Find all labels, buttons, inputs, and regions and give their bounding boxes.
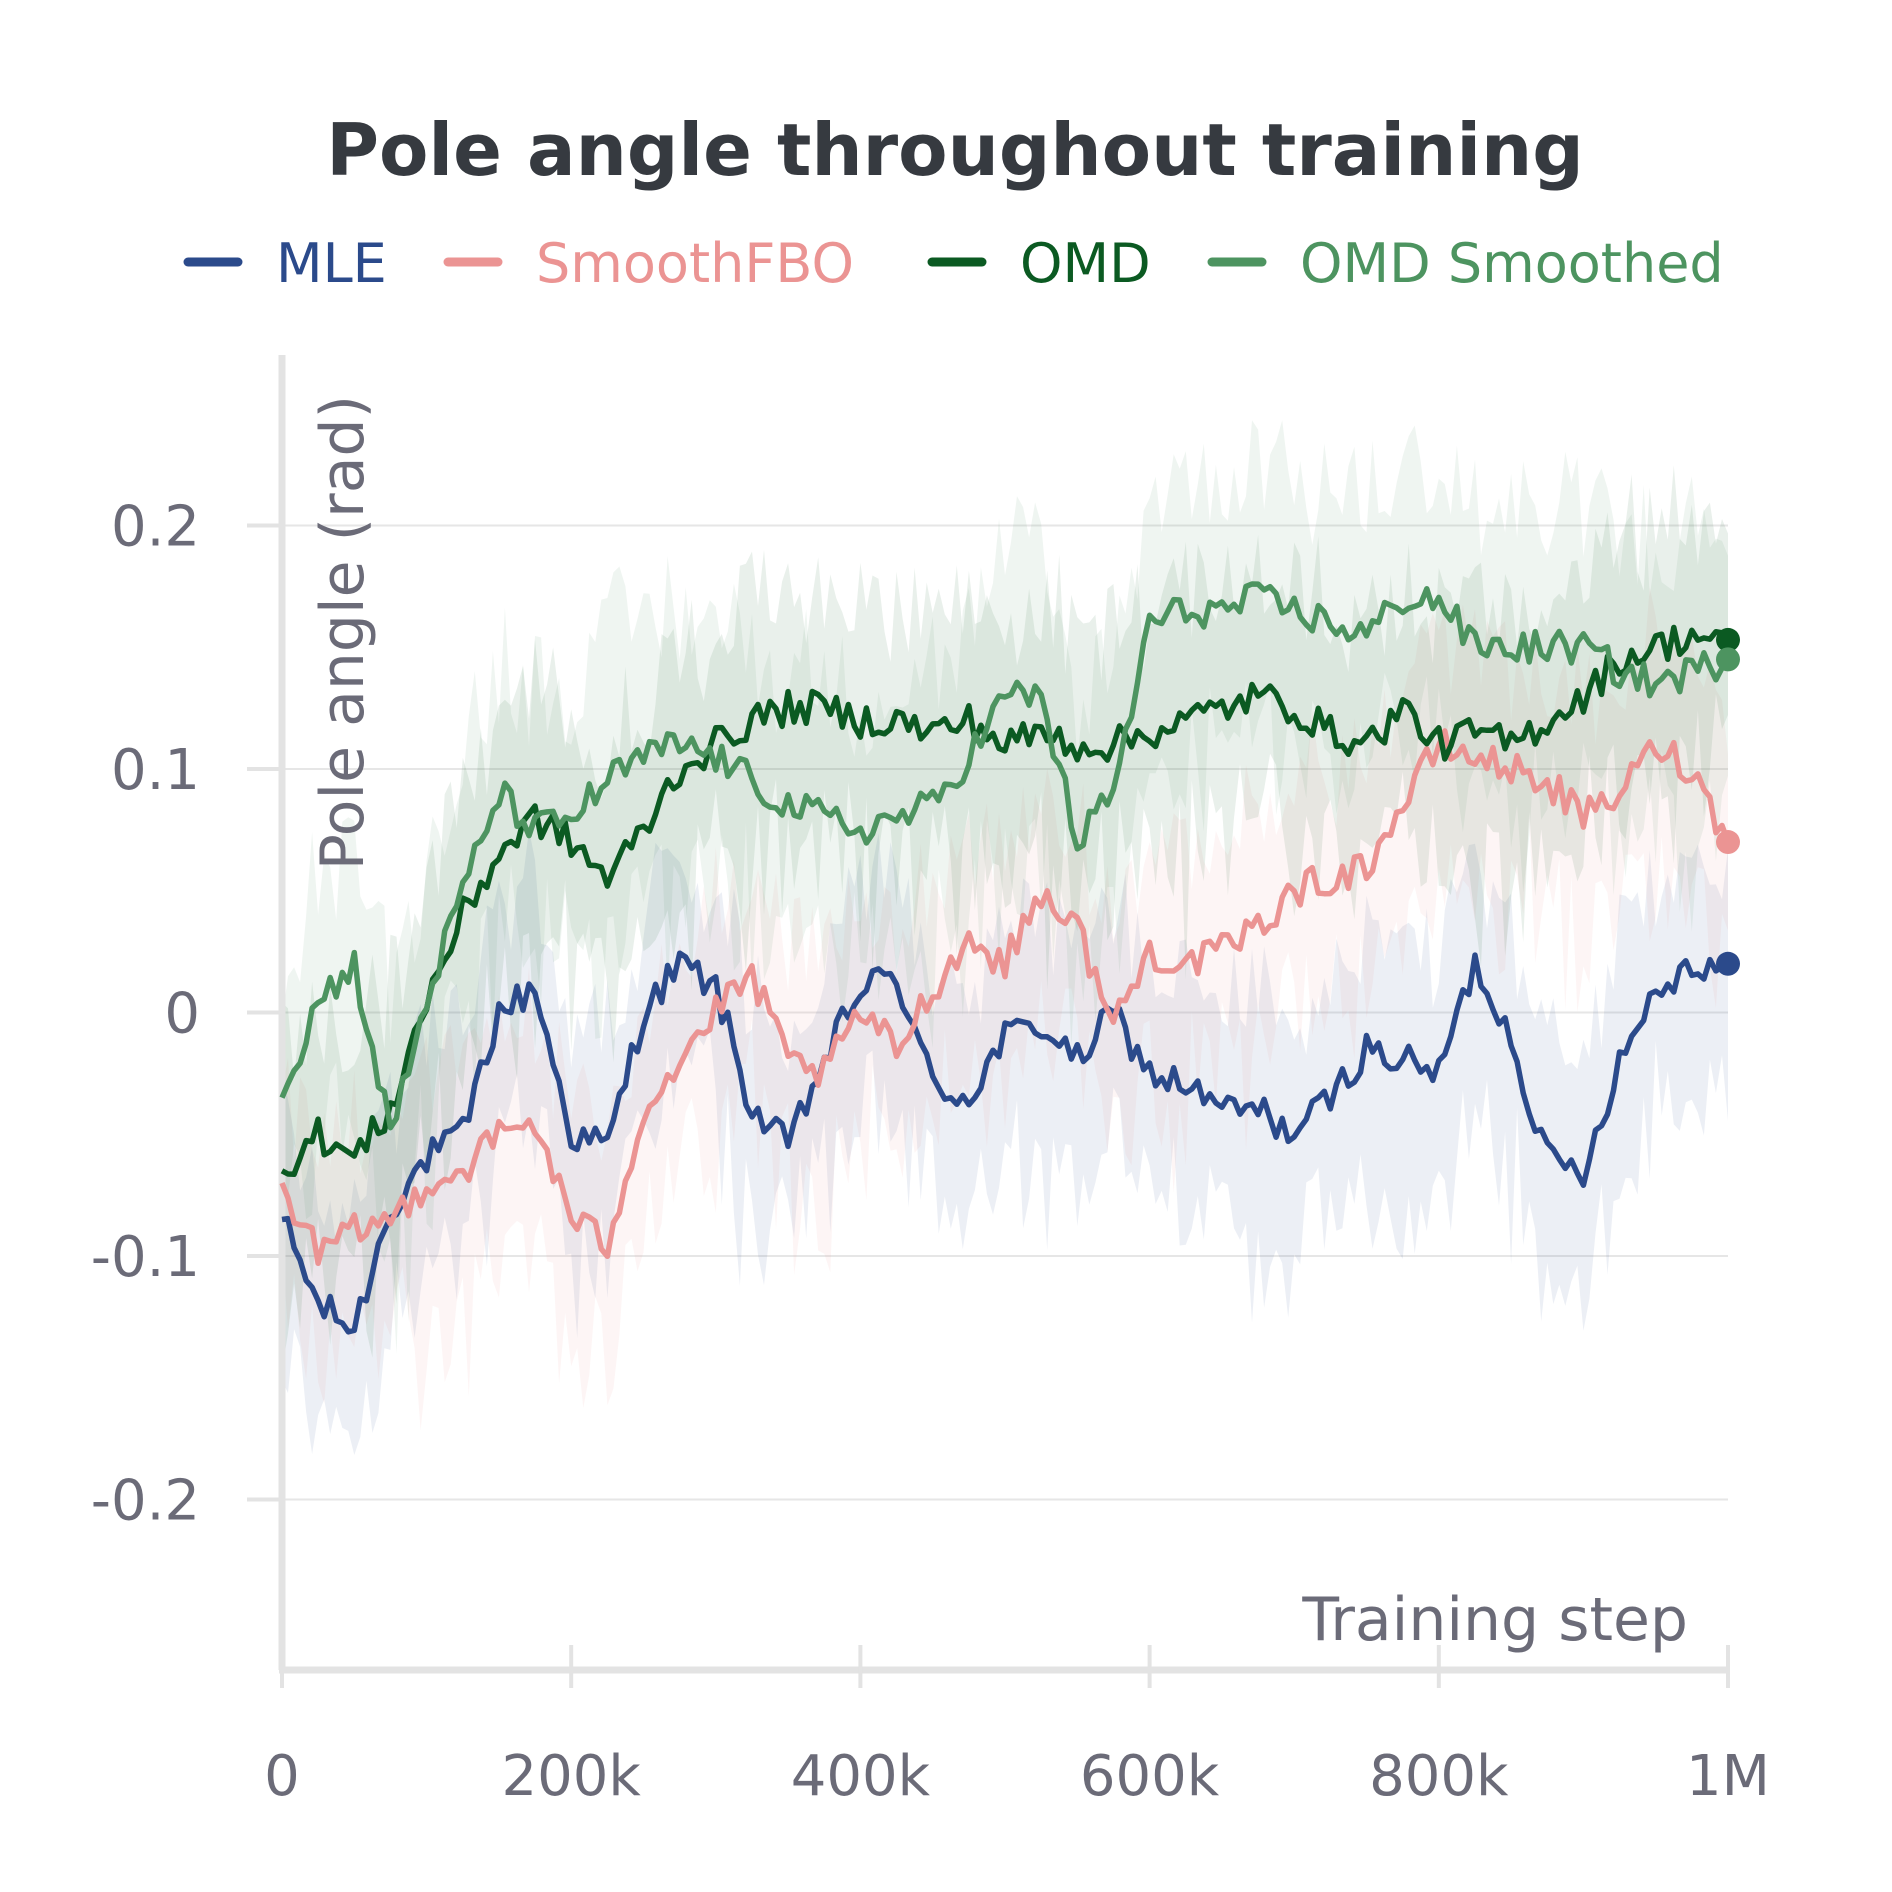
uncertainty-bands: [282, 420, 1728, 1455]
x-tick-label: 200k: [502, 1744, 642, 1809]
x-axis-title: Training step: [1301, 1585, 1688, 1655]
series-endpoints: [1716, 627, 1740, 976]
band-omd: [282, 465, 1728, 1371]
x-tick-label: 1M: [1686, 1744, 1770, 1809]
endpoint-smoothfbo: [1716, 830, 1740, 855]
y-tick-label: 0.2: [111, 494, 200, 559]
line-mle: [281, 950, 1730, 1335]
legend-label-omd: OMD: [1020, 232, 1151, 295]
band-smoothfbo: [282, 587, 1728, 1431]
y-tick-label: 0: [164, 982, 200, 1047]
legend-label-mle: MLE: [276, 232, 387, 295]
legend-label-omd-smoothed: OMD Smoothed: [1300, 232, 1724, 295]
axes: 0.2 0.1 0 -0.1 -0.2 0 200k 400k 600k 800k 1M: [91, 355, 1770, 1809]
legend-label-smoothfbo: SmoothFBO: [536, 232, 854, 295]
band-mle: [282, 829, 1728, 1455]
endpoint-mle: [1716, 951, 1740, 976]
line-smoothfbo: [279, 728, 1731, 1267]
y-tick-label: -0.1: [91, 1225, 200, 1290]
endpoint-omd: [1716, 627, 1740, 652]
endpoint-omd-smoothed: [1716, 647, 1740, 672]
x-tick-label: 400k: [791, 1744, 931, 1809]
line-omd-smoothed: [279, 581, 1731, 1131]
x-tick-label: 800k: [1369, 1744, 1509, 1809]
y-axis-title: Pole angle (rad): [308, 395, 378, 870]
x-tick-label: 0: [264, 1744, 300, 1809]
x-tick-label: 600k: [1080, 1744, 1220, 1809]
chart-title: Pole angle throughout training: [326, 108, 1584, 192]
y-tick-label: 0.1: [111, 738, 200, 803]
y-tick-label: -0.2: [91, 1469, 200, 1534]
legend: MLE SmoothFBO OMD OMD Smoothed: [183, 232, 1724, 295]
series-lines: [279, 581, 1731, 1335]
band-omd-smoothed: [282, 420, 1728, 1354]
